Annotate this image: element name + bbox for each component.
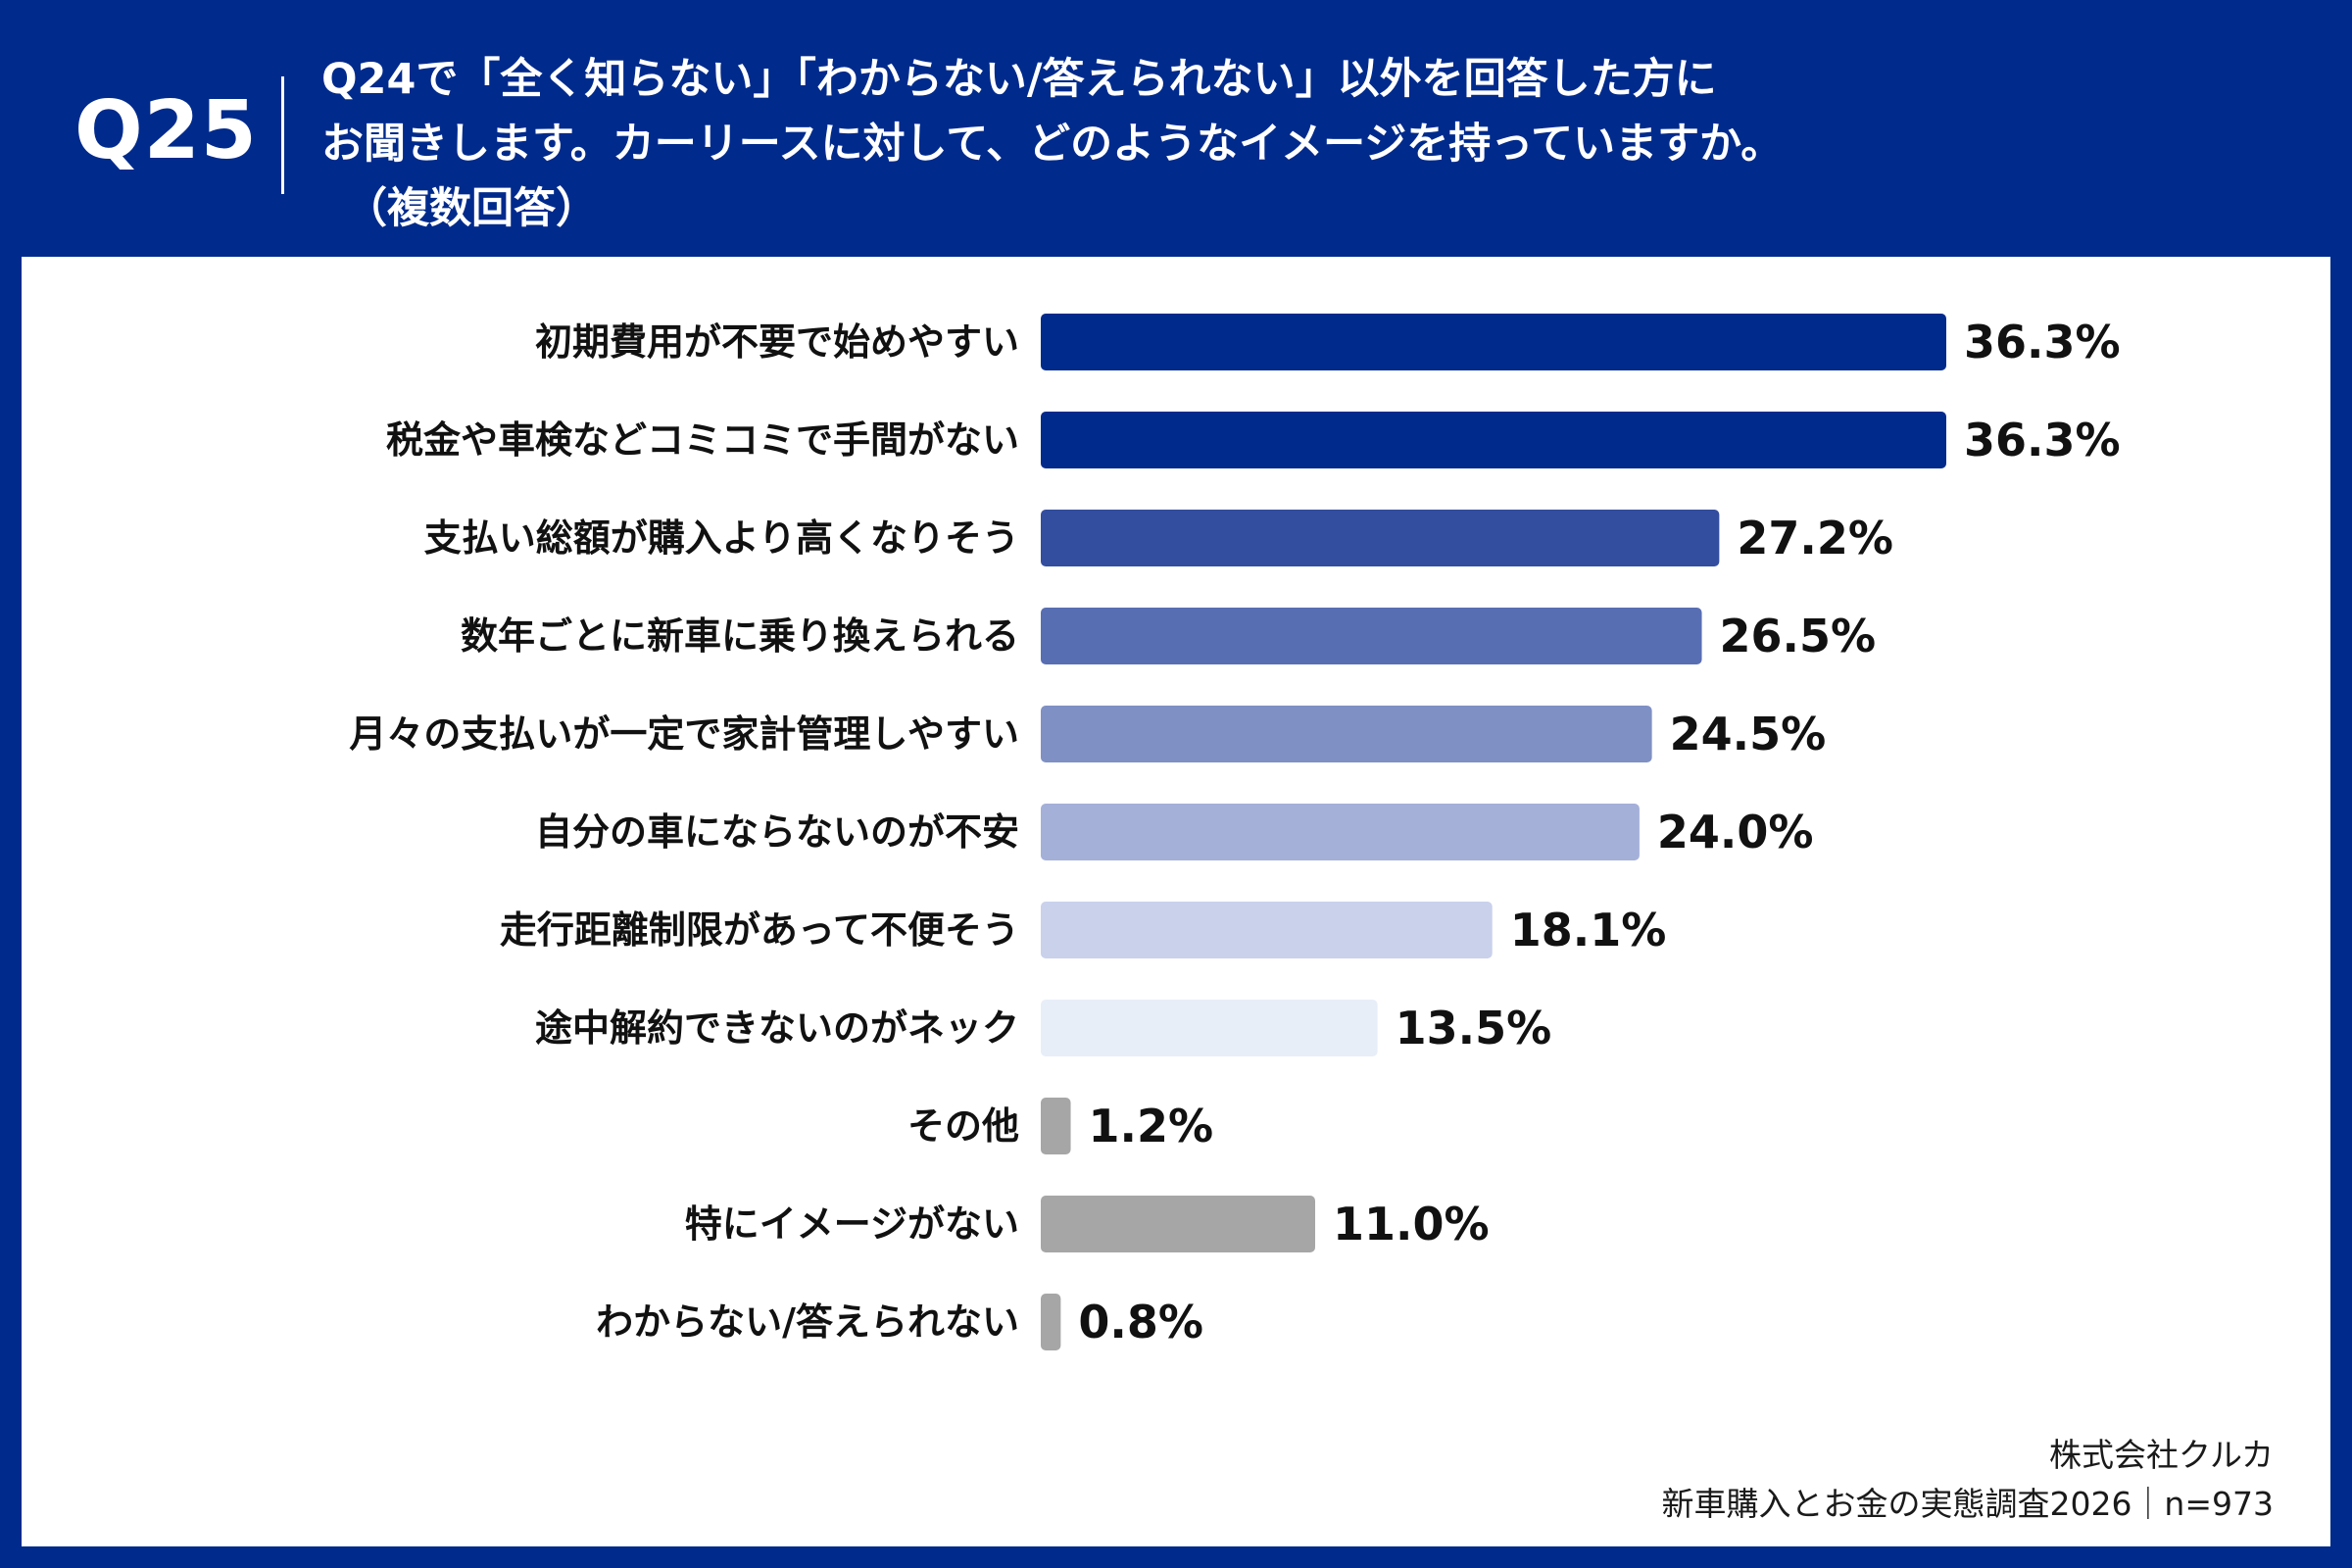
value-label: 18.1% (1510, 904, 1667, 956)
value-label: 13.5% (1396, 1002, 1552, 1054)
category-label: 特にイメージがない (685, 1202, 1019, 1246)
bar (1041, 510, 1720, 566)
value-label: 11.0% (1333, 1198, 1490, 1250)
value-label: 0.8% (1078, 1296, 1203, 1348)
bar-chart: 初期費用が不要で始めやすい 36.3% 税金や車検などコミコミで手間がない 36.3%… (349, 314, 2121, 1350)
survey-info: 新車購入とお金の実態調査2026｜n=973 (1661, 1485, 2274, 1523)
value-label: 36.3% (1964, 316, 2121, 368)
value-label: 24.5% (1670, 708, 1827, 760)
value-label: 1.2% (1089, 1100, 1214, 1152)
question-text: Q24で「全く知らない」「わからない/答えられない」以外を回答した方に お聞きし… (321, 47, 2321, 241)
header-divider (281, 76, 284, 194)
value-label: 36.3% (1964, 414, 2121, 466)
bar (1041, 314, 1946, 370)
category-label: その他 (907, 1104, 1019, 1148)
value-label: 24.0% (1657, 806, 1814, 858)
category-label: 初期費用が不要で始めやすい (535, 320, 1019, 364)
value-label: 26.5% (1720, 610, 1877, 662)
bar (1041, 608, 1702, 664)
category-label: わからない/答えられない (596, 1300, 1019, 1344)
category-label: 月々の支払いが一定で家計管理しやすい (349, 712, 1019, 756)
category-label: 途中解約できないのがネック (535, 1006, 1019, 1050)
category-label: 数年ごとに新車に乗り換えられる (461, 614, 1019, 658)
question-line-1: Q24で「全く知らない」「わからない/答えられない」以外を回答した方に (321, 55, 1717, 104)
source-footer: 株式会社クルカ 新車購入とお金の実態調査2026｜n=973 (1661, 1431, 2274, 1529)
bar (1041, 1294, 1061, 1350)
question-header: Q25 Q24で「全く知らない」「わからない/答えられない」以外を回答した方に … (0, 0, 2352, 257)
question-line-2: お聞きします。カーリースに対して、どのようなイメージを持っていますか。 (321, 120, 1784, 169)
category-label: 税金や車検などコミコミで手間がない (386, 418, 1019, 462)
bar (1041, 1196, 1315, 1252)
value-label: 27.2% (1737, 512, 1893, 564)
question-note: （複数回答） (345, 184, 598, 233)
chart-panel: 初期費用が不要で始めやすい 36.3% 税金や車検などコミコミで手間がない 36.3%… (22, 257, 2330, 1546)
category-label: 自分の車にならないのが不安 (535, 810, 1019, 854)
bar (1041, 412, 1946, 468)
company-name: 株式会社クルカ (2048, 1436, 2274, 1474)
question-number: Q25 (74, 84, 258, 177)
category-label: 走行距離制限があって不便そう (500, 908, 1019, 952)
bar (1041, 706, 1652, 762)
bar (1041, 902, 1493, 958)
bar (1041, 804, 1640, 860)
category-label: 支払い総額が購入より高くなりそう (424, 516, 1019, 560)
bar (1041, 1000, 1378, 1056)
bar (1041, 1098, 1071, 1154)
